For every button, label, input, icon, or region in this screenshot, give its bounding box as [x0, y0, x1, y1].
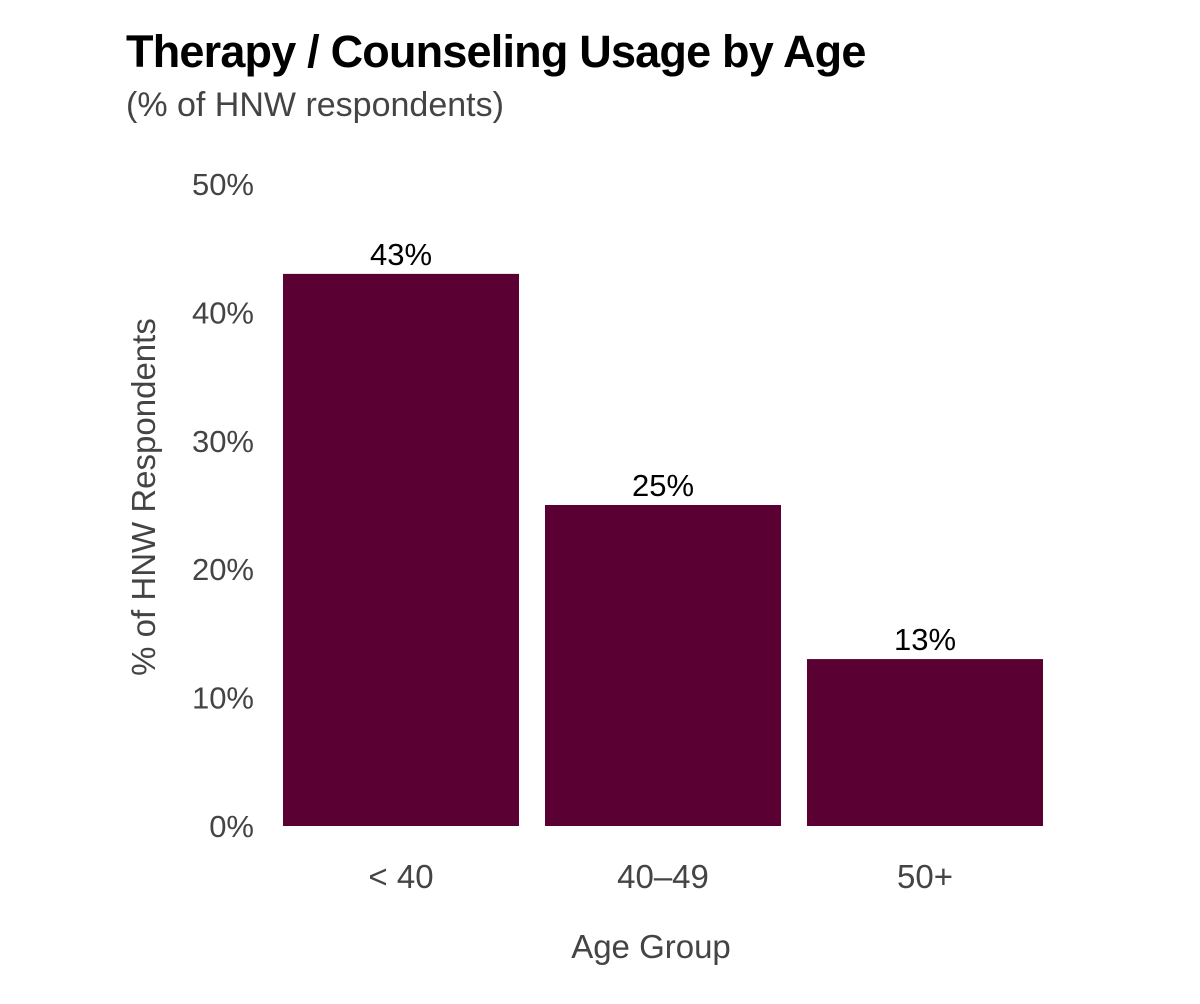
x-tick-label-50: 50+ [897, 858, 953, 895]
bar-value-label-50: 13% [894, 622, 956, 657]
y-tick-label-40: 40% [192, 295, 254, 330]
x-axis-ticks: < 40 40–49 50+ [368, 858, 953, 895]
y-axis-ticks: 0% 10% 20% 30% 40% 50% [192, 167, 254, 844]
y-tick-label-0: 0% [209, 809, 254, 844]
x-tick-label-40: < 40 [368, 858, 433, 895]
y-axis-label: % of HNW Respondents [125, 318, 162, 676]
y-tick-label-10: 10% [192, 681, 254, 716]
bar-value-labels: 43% 25% 13% [370, 237, 956, 657]
bar-40 [283, 273, 519, 826]
y-tick-label-50: 50% [192, 167, 254, 202]
bar-value-label-40-49: 25% [632, 468, 694, 503]
bar-40-49 [545, 505, 781, 826]
x-axis-label: Age Group [571, 928, 731, 965]
y-tick-label-20: 20% [192, 552, 254, 587]
bars [283, 273, 1043, 826]
chart-subtitle: (% of HNW respondents) [126, 86, 504, 124]
chart-title: Therapy / Counseling Usage by Age [126, 26, 866, 77]
y-tick-label-30: 30% [192, 424, 254, 459]
bar-50 [807, 659, 1043, 826]
bar-value-label-40: 43% [370, 237, 432, 272]
x-tick-label-40-49: 40–49 [617, 858, 709, 895]
